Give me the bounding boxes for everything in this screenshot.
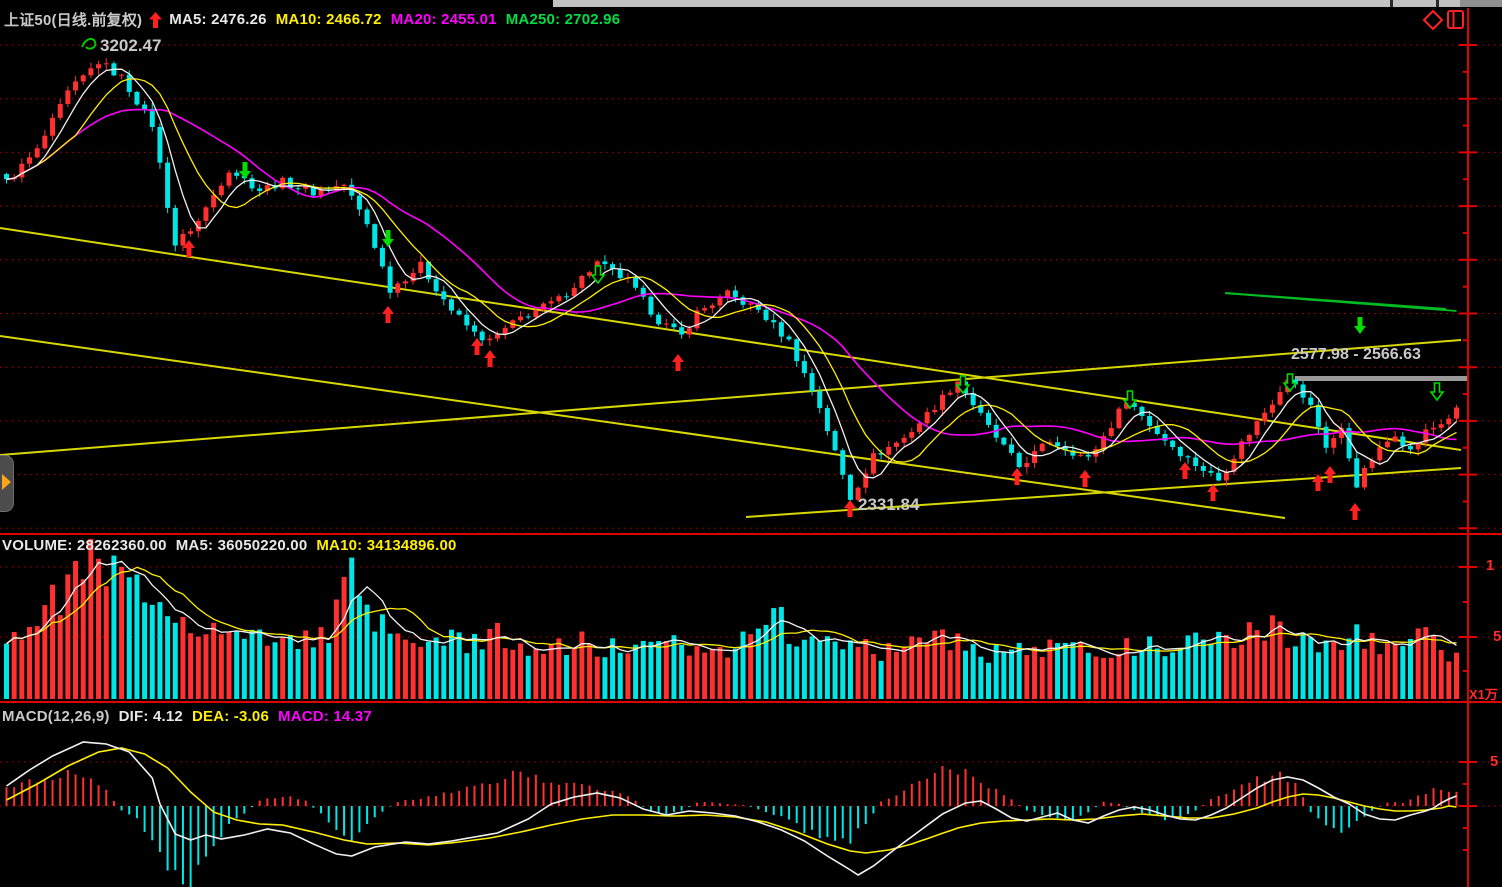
volume-ma10-value: MA10: 34134896.00	[316, 537, 457, 554]
macd-indicator-header: MACD(12,26,9) DIF: 4.12 DEA: -3.06 MACD:…	[2, 708, 372, 725]
scrollbar-notch	[1390, 0, 1393, 7]
ma250-value: MA250: 2702.96	[505, 11, 621, 28]
macd-params: MACD(12,26,9)	[2, 708, 110, 725]
volume-pane[interactable]	[0, 535, 1467, 701]
volume-axis-label-upper: 1	[1486, 557, 1495, 574]
symbol-title: 上证50(日线.前复权)	[4, 12, 143, 29]
panel-expand-tab[interactable]	[0, 455, 14, 512]
horizontal-scrollbar[interactable]	[553, 0, 1502, 7]
volume-indicator-header: VOLUME: 28262360.00 MA5: 36050220.00 MA1…	[2, 537, 457, 554]
macd-pane[interactable]	[0, 703, 1467, 887]
split-window-icon[interactable]	[1446, 9, 1466, 31]
main-kline-pane[interactable]	[0, 30, 1467, 533]
expand-arrow-icon	[2, 474, 11, 490]
ma5-value: MA5: 2476.26	[169, 11, 267, 28]
high-price-label: 3202.47	[100, 36, 162, 55]
dif-value: DIF: 4.12	[118, 708, 183, 725]
macd-axis-label: 5	[1490, 753, 1499, 770]
volume-ma5-value: MA5: 36050220.00	[175, 537, 308, 554]
dea-value: DEA: -3.06	[191, 708, 269, 725]
volume-axis-unit: X1万	[1469, 687, 1498, 702]
volume-value: VOLUME: 28262360.00	[2, 537, 167, 554]
scrollbar-end	[1460, 0, 1502, 7]
volume-axis-label-lower: 5	[1493, 628, 1502, 645]
up-arrow-icon	[149, 11, 163, 28]
ma10-value: MA10: 2466.72	[275, 11, 382, 28]
macd-value: MACD: 14.37	[278, 708, 372, 725]
main-indicator-header: 上证50(日线.前复权) MA5: 2476.26 MA10: 2466.72 …	[4, 9, 620, 30]
diamond-icon[interactable]	[1422, 9, 1444, 31]
low-price-label: 2331.84	[858, 495, 920, 514]
gap-range-label: 2577.98 - 2566.63	[1291, 346, 1421, 363]
ma20-value: MA20: 2455.01	[390, 11, 497, 28]
scrollbar-notch	[1436, 0, 1439, 7]
